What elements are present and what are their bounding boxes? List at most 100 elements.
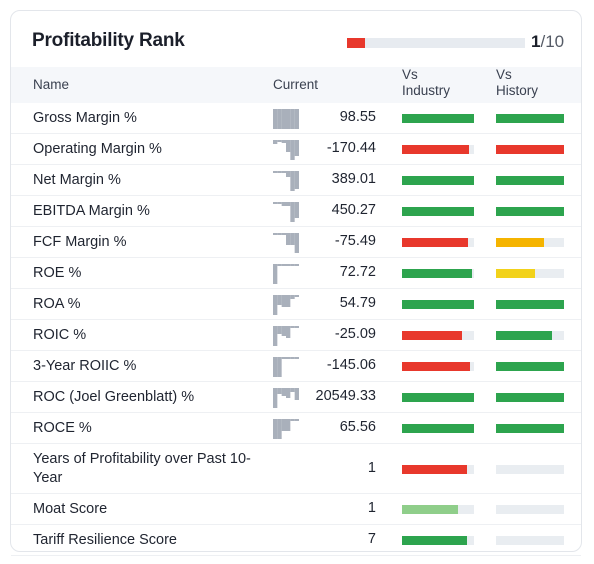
sparkline-bar	[281, 232, 286, 235]
sparkline-bar	[277, 294, 282, 305]
sparkline-bar	[277, 387, 282, 394]
table-row[interactable]: Operating Margin % -170.44	[11, 134, 581, 165]
table-row[interactable]: Moat Score 1	[11, 494, 581, 525]
vs-history-bar-fill	[496, 362, 564, 371]
vs-history-bar	[496, 362, 564, 371]
vs-industry-bar	[402, 114, 474, 123]
table-row[interactable]: Tariff Resilience Score 7	[11, 525, 581, 556]
sparkline-bar	[273, 139, 278, 144]
vs-history-bar	[496, 269, 564, 278]
column-header-vs-history: Vs History	[496, 67, 538, 99]
sparkline-bar	[286, 387, 291, 398]
sparkline-bar	[290, 263, 295, 266]
table-row[interactable]: ROIC % -25.09	[11, 320, 581, 351]
rank-value: 1	[531, 32, 541, 51]
rank-progress-bar	[347, 38, 525, 48]
vs-industry-bar	[402, 424, 474, 433]
sparkline-bar	[294, 232, 299, 253]
sparkline-bar	[281, 387, 286, 396]
table-row[interactable]: Years of Profitability over Past 10-Year…	[11, 444, 581, 494]
sparkline-bar	[290, 139, 295, 160]
vs-industry-bar-fill	[402, 331, 462, 340]
row-name: Net Margin %	[33, 172, 121, 188]
sparkline-bar	[273, 263, 278, 284]
vs-industry-bar-fill	[402, 393, 474, 402]
sparkline-bar	[286, 294, 291, 307]
vs-history-bar	[496, 300, 564, 309]
vs-industry-bar-fill	[402, 300, 474, 309]
sparkline-chart	[273, 387, 299, 408]
vs-industry-bar-fill	[402, 536, 467, 545]
sparkline-bar	[273, 294, 278, 315]
vs-history-bar-fill	[496, 300, 564, 309]
table-row[interactable]: ROA % 54.79	[11, 289, 581, 320]
sparkline-bar	[281, 170, 286, 173]
sparkline-bar	[273, 325, 278, 346]
table-row[interactable]: ROC (Joel Greenblatt) % 20549.33	[11, 382, 581, 413]
sparkline-chart	[273, 263, 299, 284]
table-row[interactable]: ROE % 72.72	[11, 258, 581, 289]
row-name: Tariff Resilience Score	[33, 532, 177, 548]
row-current-value: 54.79	[339, 295, 376, 311]
sparkline-bar	[277, 201, 282, 204]
row-current-value: 7	[367, 531, 376, 547]
vs-industry-bar-fill	[402, 238, 468, 247]
vs-industry-bar	[402, 176, 474, 185]
table-header: Name Current Vs Industry Vs History	[11, 67, 581, 103]
sparkline-bar	[294, 139, 299, 156]
table-row[interactable]: EBITDA Margin % 450.27	[11, 196, 581, 227]
table-row[interactable]: Gross Margin % 98.55	[11, 103, 581, 134]
sparkline-bar	[290, 201, 295, 222]
vs-industry-bar	[402, 536, 474, 545]
row-name: Gross Margin %	[33, 110, 137, 126]
rank-progress-fill	[347, 38, 365, 48]
sparkline-chart	[273, 170, 299, 191]
row-current-value: 20549.33	[315, 388, 376, 404]
table-row[interactable]: 3-Year ROIIC % -145.06	[11, 351, 581, 382]
vs-history-bar-fill	[496, 176, 564, 185]
column-header-name: Name	[33, 77, 70, 92]
sparkline-bar	[286, 139, 291, 152]
vs-industry-bar	[402, 207, 474, 216]
table-row[interactable]: ROCE % 65.56	[11, 413, 581, 444]
row-current-value: 98.55	[339, 109, 376, 125]
vs-industry-bar	[402, 505, 474, 514]
vs-industry-bar	[402, 269, 474, 278]
column-header-current: Current	[273, 77, 319, 92]
sparkline-bar	[286, 325, 291, 338]
row-current-value: 389.01	[331, 171, 376, 187]
row-name: ROA %	[33, 296, 81, 312]
sparkline-bar	[286, 108, 291, 129]
vs-history-bar	[496, 393, 564, 402]
sparkline-bar	[281, 294, 286, 307]
sparkline-bar	[290, 418, 295, 421]
vs-history-bar-fill	[496, 114, 564, 123]
row-current-value: 450.27	[331, 202, 376, 218]
vs-industry-bar	[402, 464, 474, 474]
row-name: ROC (Joel Greenblatt) %	[33, 389, 195, 405]
vs-industry-bar	[402, 393, 474, 402]
sparkline-bar	[290, 232, 295, 245]
table-row[interactable]: Net Margin % 389.01	[11, 165, 581, 196]
sparkline-bar	[273, 418, 278, 439]
sparkline-bar	[277, 263, 282, 266]
sparkline-bar	[281, 356, 286, 359]
column-header-vs-history-line2: History	[496, 83, 539, 98]
sparkline-bar	[294, 170, 299, 189]
sparkline-bar	[290, 170, 295, 191]
rank-denominator: /10	[540, 32, 565, 51]
row-name: Moat Score	[33, 501, 108, 517]
sparkline-bar	[294, 356, 299, 359]
column-header-vs-industry: Vs Industry	[402, 67, 450, 99]
row-name: FCF Margin %	[33, 234, 127, 250]
vs-history-bar	[496, 464, 564, 474]
row-current-value: 65.56	[339, 419, 376, 435]
sparkline-bar	[286, 170, 291, 177]
sparkline-bar	[281, 263, 286, 266]
row-name: ROE %	[33, 265, 82, 281]
sparkline-bar	[294, 108, 299, 129]
table-row[interactable]: FCF Margin % -75.49	[11, 227, 581, 258]
vs-history-bar	[496, 145, 564, 154]
vs-history-bar-fill	[496, 331, 553, 340]
sparkline-chart	[273, 294, 299, 315]
